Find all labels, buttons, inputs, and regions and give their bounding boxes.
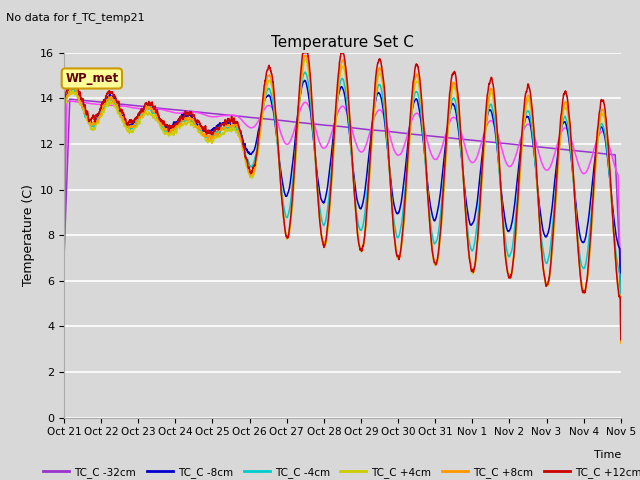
TC_C -8cm <box>301 78 308 84</box>
Line: TC_C -16cm: TC_C -16cm <box>64 101 621 289</box>
TC_C -16cm <box>449 115 456 120</box>
TC_C +8cm <box>60 258 68 264</box>
TC_C +8cm <box>449 81 456 87</box>
TC_C -4cm <box>413 89 420 95</box>
Line: TC_C +12cm: TC_C +12cm <box>64 53 621 340</box>
TC_C +4cm <box>302 56 310 62</box>
TC_C -4cm <box>60 257 68 263</box>
TC_C -32cm <box>479 138 486 144</box>
TC_C +12cm <box>449 72 456 77</box>
Line: TC_C +4cm: TC_C +4cm <box>64 59 621 343</box>
TC_C -4cm <box>449 96 456 102</box>
TC_C -32cm <box>617 279 625 285</box>
TC_C +12cm <box>299 50 307 56</box>
Legend: TC_C -32cm, TC_C -16cm, TC_C -8cm, TC_C -4cm, TC_C +4cm, TC_C +8cm, TC_C +12cm: TC_C -32cm, TC_C -16cm, TC_C -8cm, TC_C … <box>39 463 640 480</box>
TC_C +12cm <box>479 160 486 166</box>
TC_C -8cm <box>413 97 420 103</box>
TC_C -8cm <box>617 316 625 322</box>
TC_C +12cm <box>60 254 68 260</box>
Line: TC_C +8cm: TC_C +8cm <box>64 56 621 343</box>
Line: TC_C -4cm: TC_C -4cm <box>64 72 621 332</box>
TC_C -16cm <box>520 127 527 133</box>
TC_C -8cm <box>449 101 456 107</box>
TC_C +12cm <box>449 71 456 76</box>
Text: WP_met: WP_met <box>65 72 118 85</box>
TC_C +4cm <box>617 340 625 346</box>
TC_C +4cm <box>413 78 420 84</box>
TC_C +8cm <box>302 53 310 59</box>
TC_C -32cm <box>449 135 456 141</box>
TC_C +8cm <box>449 81 456 86</box>
TC_C -8cm <box>237 128 244 133</box>
Title: Temperature Set C: Temperature Set C <box>271 35 414 50</box>
TC_C +8cm <box>617 340 625 346</box>
TC_C -16cm <box>449 115 456 120</box>
Text: Time: Time <box>593 450 621 460</box>
TC_C -16cm <box>479 136 486 142</box>
TC_C -16cm <box>237 116 244 122</box>
TC_C +4cm <box>60 260 68 266</box>
TC_C +12cm <box>413 62 420 68</box>
TC_C -4cm <box>520 126 527 132</box>
TC_C -8cm <box>520 124 527 130</box>
TC_C +8cm <box>479 171 486 177</box>
TC_C +4cm <box>449 84 456 90</box>
TC_C +8cm <box>413 72 420 77</box>
TC_C +4cm <box>237 138 244 144</box>
TC_C -4cm <box>301 70 309 75</box>
TC_C -32cm <box>66 96 74 102</box>
TC_C -16cm <box>65 98 73 104</box>
Y-axis label: Temperature (C): Temperature (C) <box>22 184 35 286</box>
TC_C -8cm <box>449 101 456 107</box>
TC_C -32cm <box>520 143 527 148</box>
TC_C +12cm <box>237 130 244 135</box>
TC_C -4cm <box>449 96 456 102</box>
Text: No data for f_TC_temp21: No data for f_TC_temp21 <box>6 12 145 23</box>
TC_C +12cm <box>617 337 625 343</box>
TC_C -4cm <box>237 135 244 141</box>
TC_C -32cm <box>413 132 420 137</box>
TC_C +8cm <box>237 136 244 142</box>
Line: TC_C -32cm: TC_C -32cm <box>64 99 621 282</box>
TC_C +4cm <box>449 85 456 91</box>
TC_C -4cm <box>479 162 486 168</box>
Line: TC_C -8cm: TC_C -8cm <box>64 81 621 319</box>
TC_C +4cm <box>479 174 486 180</box>
TC_C -16cm <box>60 257 68 263</box>
TC_C -8cm <box>60 257 68 263</box>
TC_C -16cm <box>617 287 625 292</box>
TC_C +12cm <box>520 111 527 117</box>
TC_C -16cm <box>413 110 420 116</box>
TC_C -32cm <box>237 113 244 119</box>
TC_C -32cm <box>60 255 68 261</box>
TC_C -32cm <box>449 135 456 141</box>
TC_C +8cm <box>520 121 527 127</box>
TC_C -8cm <box>479 150 486 156</box>
TC_C -4cm <box>617 329 625 335</box>
TC_C +4cm <box>520 126 527 132</box>
